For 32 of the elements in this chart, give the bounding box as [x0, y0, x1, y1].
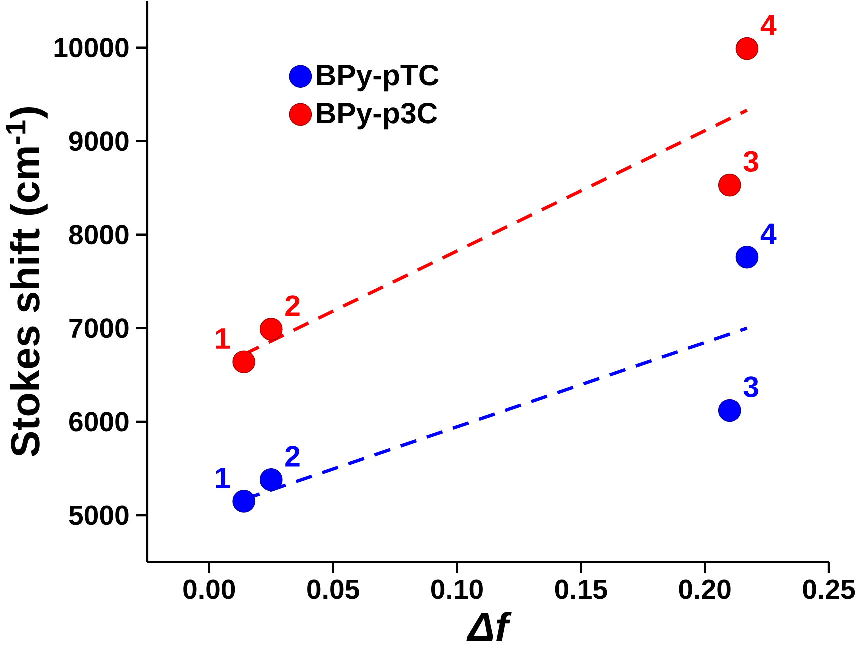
y-tick-label: 6000: [70, 412, 129, 432]
annotation: 1: [216, 328, 230, 349]
point: [232, 490, 256, 513]
x-tick-label: 0.10: [431, 580, 483, 600]
legend-label: BPy-pTC: [317, 64, 439, 92]
y-tick-label: 9000: [69, 131, 129, 151]
point: [260, 468, 283, 492]
point: [736, 37, 759, 60]
x-tick-label: 0.00: [184, 580, 236, 600]
annotation: 1: [216, 468, 230, 488]
x-tick-label: 0.15: [555, 580, 608, 600]
y-tick-label: 7000: [70, 318, 129, 338]
x-tick-label: 0.20: [679, 580, 731, 600]
point: [718, 174, 742, 197]
x-tick-label: 0.25: [803, 580, 856, 600]
legend-label: BPy-p3C: [317, 102, 438, 130]
annotation: 3: [744, 376, 758, 398]
annotation: 2: [286, 446, 300, 466]
y-tick-label: 10000: [54, 38, 129, 58]
y-tick-label: 5000: [69, 506, 129, 526]
annotation: 4: [760, 224, 777, 244]
point: [232, 350, 256, 374]
annotation: 2: [286, 295, 300, 316]
annotation: 4: [760, 15, 777, 36]
y-axis-title: Stokes shift (cm$^{-1}$): [6, 107, 48, 456]
y-tick-label: 8000: [69, 224, 129, 244]
x-axis-title: Δf: [466, 612, 512, 642]
point: [718, 399, 742, 422]
point: [260, 318, 283, 341]
annotation: 3: [744, 151, 758, 172]
x-tick-label: 0.05: [308, 580, 360, 600]
point: [736, 246, 759, 269]
